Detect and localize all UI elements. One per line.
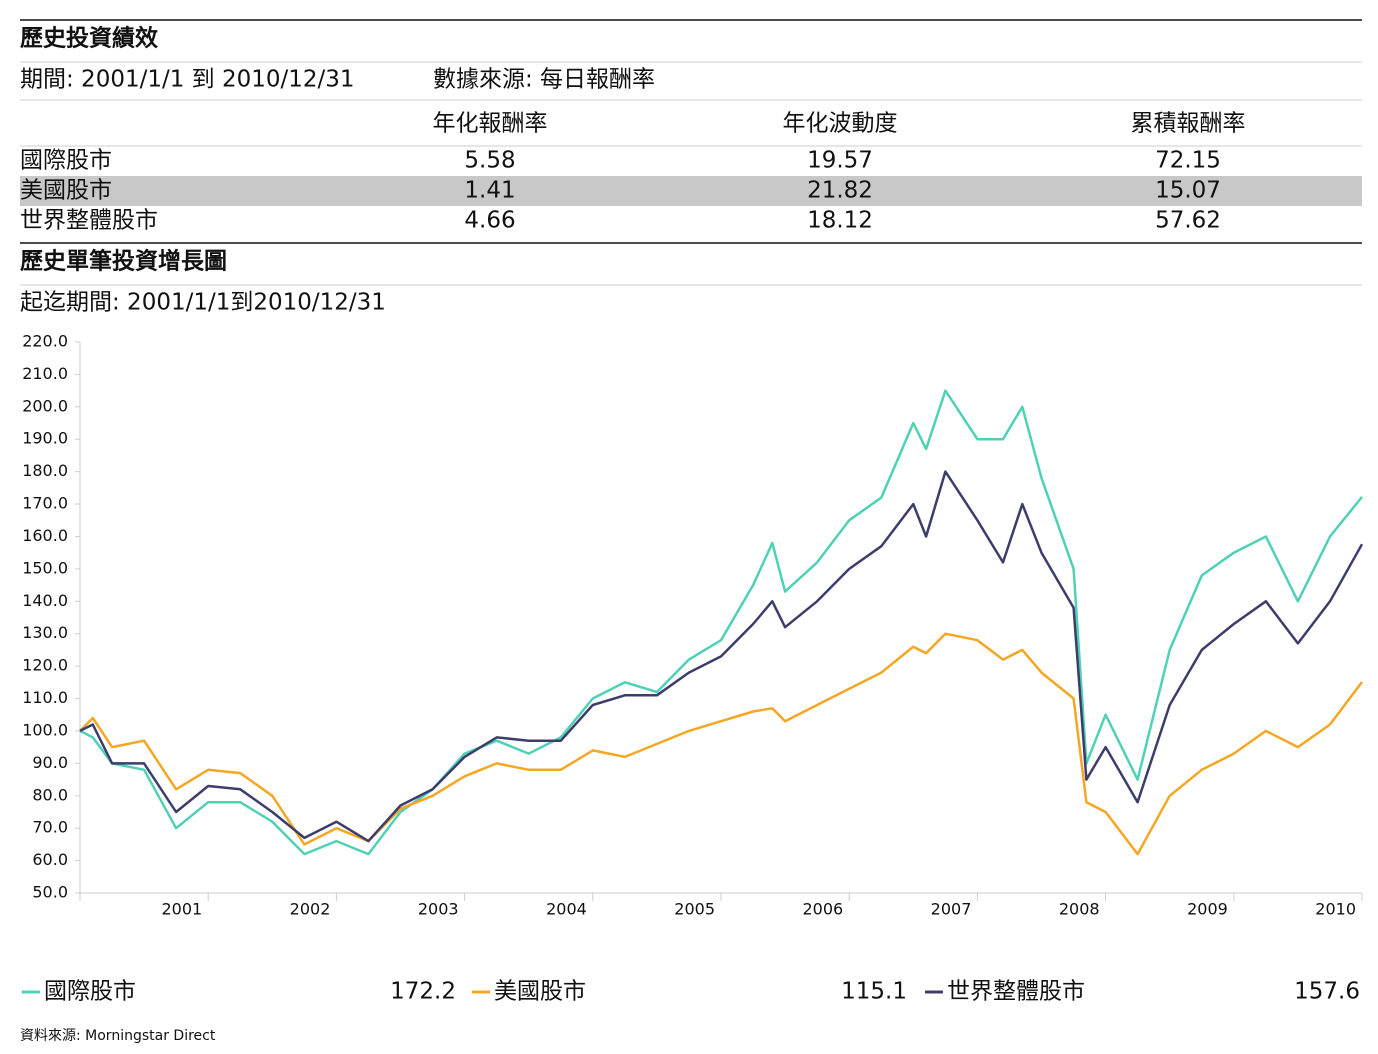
- source-note: 數據來源: 每日報酬率: [433, 67, 655, 93]
- legend-label: 美國股市: [494, 979, 586, 1005]
- column-header: 累積報酬率: [1131, 111, 1246, 137]
- y-tick-label: 70.0: [32, 818, 68, 837]
- table-cell: 21.82: [807, 178, 873, 204]
- y-tick-label: 160.0: [22, 526, 68, 545]
- x-band-label: 2010: [1315, 900, 1356, 919]
- y-tick-label: 50.0: [32, 883, 68, 902]
- table-cell: 57.62: [1155, 208, 1221, 234]
- chart-title: 歷史單筆投資增長圖: [20, 248, 227, 275]
- row-name: 國際股市: [20, 148, 112, 174]
- footer: 資料來源: Morningstar Direct: [20, 1028, 216, 1044]
- series-line: [79, 470, 1364, 843]
- y-tick-label: 60.0: [32, 850, 68, 869]
- y-tick-label: 210.0: [22, 364, 68, 383]
- y-tick-label: 140.0: [22, 591, 68, 610]
- series-line: [79, 389, 1363, 856]
- y-tick-label: 110.0: [22, 688, 68, 707]
- legend-value: 172.2: [390, 979, 456, 1005]
- chart-subtitle: 起迄期間: 2001/1/1到2010/12/31: [20, 290, 386, 316]
- y-tick-label: 90.0: [32, 753, 68, 772]
- x-band-label: 2007: [931, 900, 972, 919]
- legend-value: 157.6: [1294, 979, 1360, 1005]
- y-tick-label: 170.0: [22, 494, 68, 513]
- legend-label: 世界整體股市: [947, 979, 1085, 1005]
- series-line: [79, 632, 1363, 856]
- x-band-label: 2009: [1187, 900, 1228, 919]
- y-tick-label: 80.0: [32, 785, 68, 804]
- x-band-label: 2003: [418, 900, 459, 919]
- legend-value: 115.1: [841, 979, 907, 1005]
- y-tick-label: 220.0: [22, 332, 68, 351]
- y-tick-label: 100.0: [22, 720, 68, 739]
- column-header: 年化報酬率: [433, 111, 548, 137]
- row-name: 世界整體股市: [20, 208, 158, 234]
- x-band-label: 2002: [290, 900, 331, 919]
- y-tick-label: 150.0: [22, 558, 68, 577]
- row-highlight: [20, 176, 1362, 206]
- table-cell: 18.12: [807, 208, 873, 234]
- column-header: 年化波動度: [783, 111, 898, 137]
- table-cell: 4.66: [464, 208, 515, 234]
- x-band-label: 2005: [674, 900, 715, 919]
- table-cell: 15.07: [1155, 178, 1221, 204]
- y-tick-label: 200.0: [22, 396, 68, 415]
- x-band-label: 2006: [802, 900, 843, 919]
- y-tick-label: 180.0: [22, 461, 68, 480]
- x-band-label: 2001: [161, 900, 202, 919]
- table-cell: 72.15: [1155, 148, 1221, 174]
- x-band-label: 2004: [546, 900, 587, 919]
- table-cell: 19.57: [807, 148, 873, 174]
- table-cell: 1.41: [464, 178, 515, 204]
- row-name: 美國股市: [20, 178, 112, 204]
- section-title: 歷史投資績效: [20, 25, 158, 52]
- legend-label: 國際股市: [44, 979, 136, 1005]
- table-cell: 5.58: [464, 148, 515, 174]
- y-tick-label: 130.0: [22, 623, 68, 642]
- period: 期間: 2001/1/1 到 2010/12/31: [20, 67, 355, 93]
- x-band-label: 2008: [1059, 900, 1100, 919]
- y-tick-label: 190.0: [22, 429, 68, 448]
- y-tick-label: 120.0: [22, 656, 68, 675]
